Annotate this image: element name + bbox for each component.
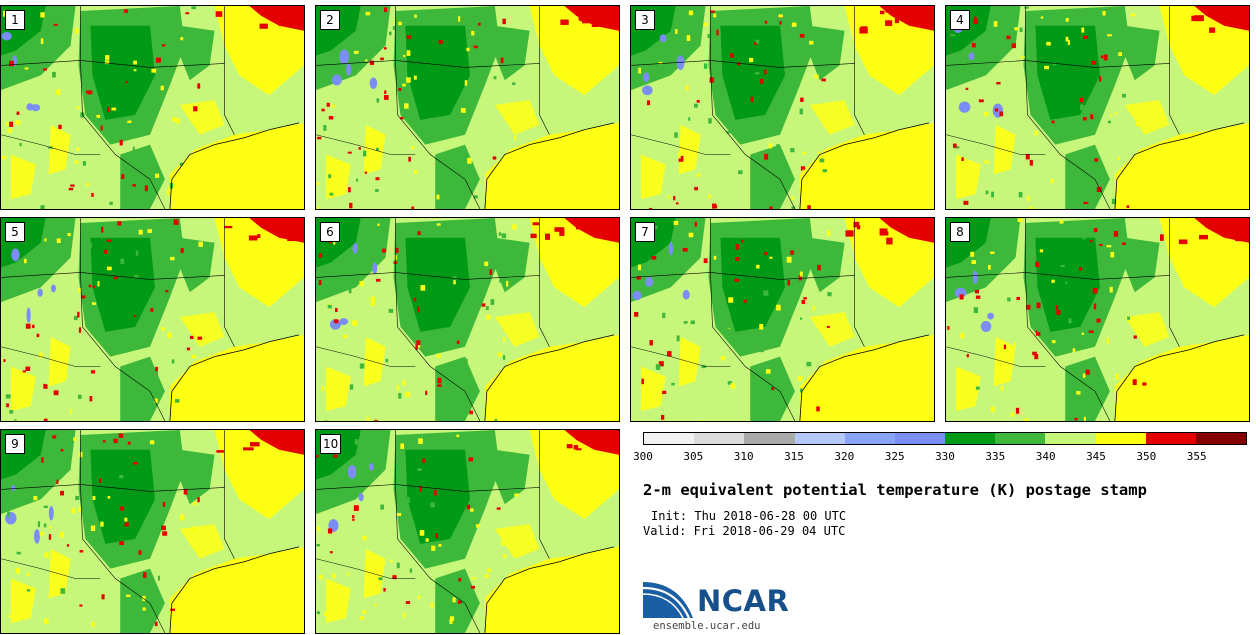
map-panel: 3	[630, 5, 935, 210]
colorbar-tick-label: 305	[683, 450, 704, 463]
colorbar-segment	[945, 433, 996, 444]
map-panel: 10	[315, 429, 620, 634]
colorbar-tick-labels: 300 305 310 315 320 325 330 335 340 345 350 355	[633, 450, 1247, 464]
colorbar-tick-label: 345	[1086, 450, 1106, 463]
colorbar-segment	[894, 433, 946, 444]
colorbar-tick-label: 310	[733, 450, 754, 463]
colorbar-tick-label: 335	[985, 450, 1006, 463]
colorbar-segment	[1095, 433, 1146, 444]
colorbar-segment	[694, 433, 745, 444]
member-number-label: 10	[320, 434, 342, 454]
map-panel: 9	[0, 429, 305, 634]
colorbar-segment	[794, 433, 845, 444]
member-number-label: 3	[635, 10, 655, 30]
valid-time: Valid: Fri 2018-06-29 04 UTC	[643, 524, 846, 538]
member-number-label: 9	[5, 434, 25, 454]
colorbar-tick-label: 330	[935, 450, 955, 463]
member-number-label: 7	[635, 222, 655, 242]
colorbar-tick-label: 320	[834, 450, 855, 463]
map-panel: 1	[0, 5, 305, 210]
map-panel: 6	[315, 217, 620, 422]
colorbar-tick-label: 350	[1136, 450, 1157, 463]
colorbar-tick-label: 315	[784, 450, 804, 463]
site-url: ensemble.ucar.edu	[653, 620, 761, 632]
colorbar-tick-label: 300	[633, 450, 653, 463]
colorbar-segment	[844, 433, 895, 444]
member-number-label: 1	[5, 10, 25, 30]
member-number-label: 2	[320, 10, 340, 30]
colorbar-tick-label: 355	[1186, 450, 1207, 463]
colorbar-segment	[644, 433, 695, 444]
map-panel: 7	[630, 217, 935, 422]
logo-wordmark: NCAR	[697, 584, 790, 618]
member-number-label: 6	[320, 222, 340, 242]
colorbar-segment	[995, 433, 1046, 444]
colorbar-segment	[1145, 433, 1196, 444]
map-panel: 5	[0, 217, 305, 422]
colorbar	[643, 432, 1247, 445]
ncar-logo-icon	[643, 582, 693, 619]
colorbar-segment	[744, 433, 795, 444]
colorbar-tick-label: 340	[1035, 450, 1056, 463]
member-number-label: 4	[950, 10, 970, 30]
plot-title: 2-m equivalent potential temperature (K)…	[643, 481, 1147, 499]
map-panel: 8	[945, 217, 1250, 422]
init-time: Init: Thu 2018-06-28 00 UTC	[651, 509, 847, 523]
colorbar-segment	[1045, 433, 1096, 444]
member-number-label: 5	[5, 222, 25, 242]
map-panel: 4	[945, 5, 1250, 210]
colorbar-tick-label: 325	[884, 450, 905, 463]
colorbar-segment	[1195, 433, 1247, 444]
map-panel: 2	[315, 5, 620, 210]
member-number-label: 8	[950, 222, 970, 242]
